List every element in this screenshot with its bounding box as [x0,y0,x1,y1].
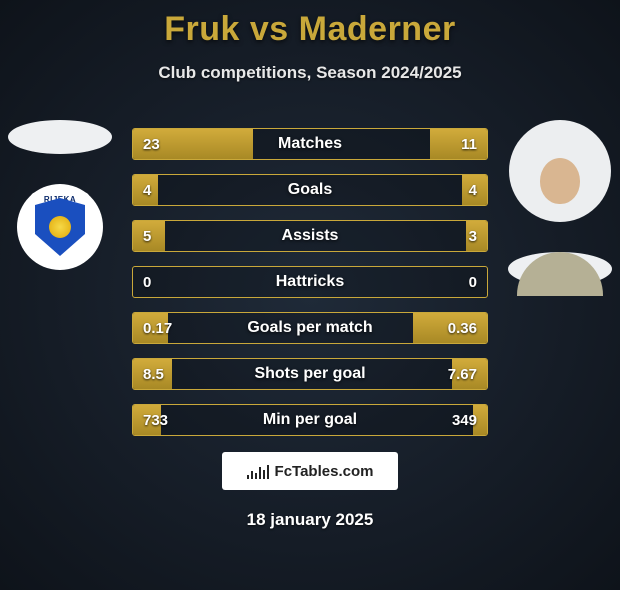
stat-row: 0.170.36Goals per match [132,312,488,344]
player-right-avatar [509,120,611,222]
right-player-column [505,120,615,286]
stat-label: Matches [133,135,487,153]
stat-label: Shots per goal [133,365,487,383]
stat-label: Goals per match [133,319,487,337]
stat-label: Hattricks [133,273,487,291]
date-text: 18 january 2025 [0,510,620,530]
brand-badge[interactable]: FcTables.com [222,452,398,490]
left-player-column: RIJEKA [5,120,115,270]
player-left-placeholder [8,120,112,154]
brand-text: FcTables.com [275,463,374,480]
stat-label: Goals [133,181,487,199]
stat-row: 00Hattricks [132,266,488,298]
club-badge-left: RIJEKA [17,184,103,270]
bar-chart-icon [247,463,269,479]
stats-container: 2311Matches 44Goals 53Assists 00Hattricks 0.… [132,128,488,436]
shield-icon [35,198,85,256]
page-title: Fruk vs Maderner [0,10,620,49]
stat-label: Assists [133,227,487,245]
stat-label: Min per goal [133,411,487,429]
stat-row: 8.57.67Shots per goal [132,358,488,390]
page-subtitle: Club competitions, Season 2024/2025 [0,63,620,83]
stat-row: 733349Min per goal [132,404,488,436]
stat-row: 53Assists [132,220,488,252]
stat-row: 44Goals [132,174,488,206]
stat-row: 2311Matches [132,128,488,160]
